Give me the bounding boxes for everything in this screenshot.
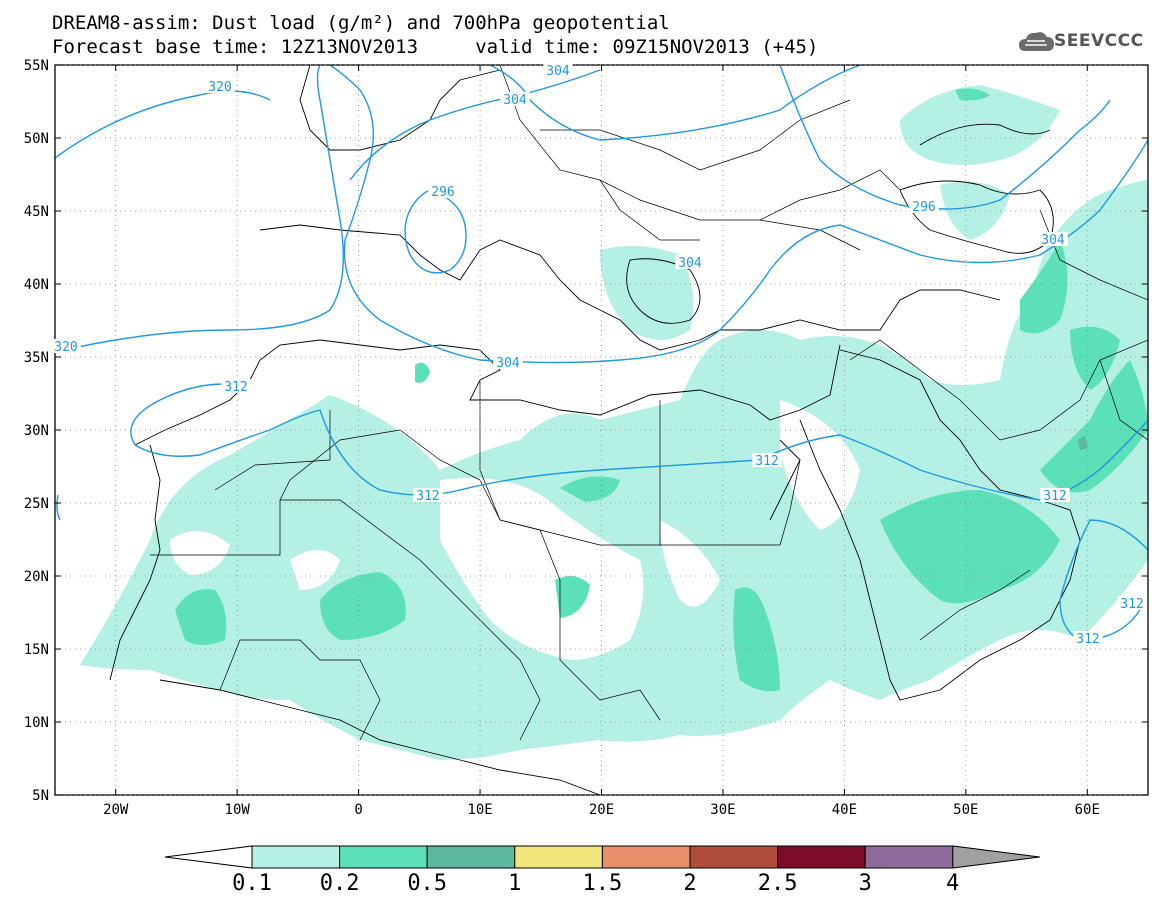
contour-label: 304 [675, 255, 705, 271]
lon-label: 0 [354, 802, 362, 818]
lat-label: 25N [24, 496, 49, 512]
colorbar-tick-label: 2.5 [758, 871, 798, 896]
svg-text:304: 304 [546, 64, 570, 79]
forecast-time-subtitle: Forecast base time: 12Z13NOV2013 valid t… [52, 36, 819, 58]
colorbar-swatch [689, 845, 779, 869]
lat-label: 35N [24, 350, 49, 366]
lon-label: 10W [225, 802, 251, 818]
lat-label: 20N [24, 569, 49, 585]
cloud-logo-icon [1019, 32, 1054, 51]
svg-text:304: 304 [496, 356, 520, 371]
lat-label: 50N [24, 131, 49, 147]
colorbar-tick-label: 1 [508, 871, 521, 896]
contour-label: 312 [413, 488, 443, 504]
svg-text:304: 304 [503, 93, 527, 108]
colorbar-swatch [426, 845, 516, 869]
lon-label: 50E [953, 802, 978, 818]
svg-text:304: 304 [678, 256, 702, 271]
colorbar-swatch [251, 845, 341, 869]
svg-text:312: 312 [755, 454, 778, 469]
contour-label: 304 [543, 63, 573, 79]
colorbar-legend: 0.1 0.2 0.5 1 1.5 2 2.5 3 4 [164, 845, 1040, 896]
contour-label: 304 [493, 355, 523, 371]
colorbar-tick-label: 2 [683, 871, 696, 896]
lat-label: 30N [24, 423, 49, 439]
contour-label: 320 [205, 79, 235, 95]
lat-label: 40N [24, 277, 49, 293]
contour-label: 312 [1040, 488, 1070, 504]
colorbar-swatch [777, 845, 866, 869]
colorbar-tick-label: 0.1 [232, 871, 272, 896]
contour-value-labels: 320 304 304 296 304 312 312 312 304 296 304 312 312 3… [51, 63, 1147, 647]
country-borders [150, 65, 1148, 741]
lon-label: 20W [103, 802, 129, 818]
colorbar-swatch [864, 845, 954, 869]
lon-label: 40E [832, 802, 857, 818]
svg-text:320: 320 [54, 340, 77, 355]
longitude-axis: 20W 10W 0 10E 20E 30E 40E 50E 60E [103, 65, 1100, 818]
lon-label: 20E [589, 802, 614, 818]
dust-light-areas [80, 85, 1148, 760]
lon-label: 30E [710, 802, 735, 818]
colorbar-left-arrow [164, 845, 253, 869]
lon-label: 10E [467, 802, 492, 818]
colorbar-tick-label: 3 [859, 871, 872, 896]
contour-label: 320 [51, 339, 81, 355]
latitude-axis: 55N 50N 45N 40N 35N 30N 25N 20N 15N 10N 5N [24, 58, 1148, 804]
lat-label: 5N [32, 788, 49, 804]
contour-label: 304 [500, 92, 530, 108]
colorbar-right-arrow [952, 845, 1040, 869]
svg-text:304: 304 [1041, 233, 1065, 248]
lat-label: 45N [24, 204, 49, 220]
contour-label: 312 [1117, 596, 1147, 612]
contour-label: 296 [909, 199, 939, 215]
lat-label: 10N [24, 715, 49, 731]
svg-text:296: 296 [912, 200, 935, 215]
colorbar-tick-label: 1.5 [583, 871, 623, 896]
lat-label: 55N [24, 58, 49, 74]
colorbar-swatch [339, 845, 428, 869]
lon-label: 60E [1075, 802, 1100, 818]
contour-label: 312 [1073, 631, 1103, 647]
contour-label: 296 [428, 184, 458, 200]
contour-label: 312 [221, 379, 251, 395]
dust-medium-areas [175, 88, 1148, 692]
svg-text:312: 312 [1076, 632, 1099, 647]
contour-label: 304 [1038, 232, 1068, 248]
contour-label: 312 [752, 453, 782, 469]
svg-text:312: 312 [1043, 489, 1066, 504]
svg-text:312: 312 [416, 489, 439, 504]
svg-text:312: 312 [1120, 597, 1143, 612]
svg-text:296: 296 [431, 185, 454, 200]
lat-label: 15N [24, 642, 49, 658]
colorbar-swatch [601, 845, 691, 869]
colorbar-swatch [514, 845, 603, 869]
logo-text: SEEVCCC [1054, 31, 1144, 51]
svg-text:312: 312 [224, 380, 247, 395]
colorbar-tick-label: 0.5 [407, 871, 447, 896]
svg-text:320: 320 [208, 80, 231, 95]
map-title: DREAM8-assim: Dust load (g/m²) and 700hP… [52, 12, 670, 34]
colorbar-tick-label: 0.2 [320, 871, 360, 896]
colorbar-tick-label: 4 [946, 871, 959, 896]
